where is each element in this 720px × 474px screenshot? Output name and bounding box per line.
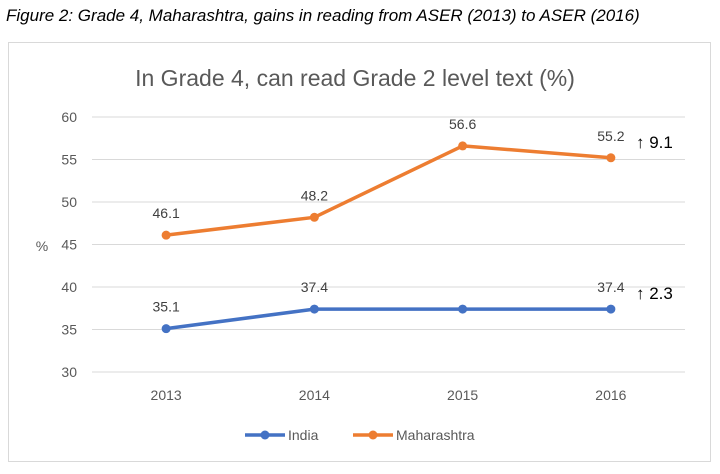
x-tick-label: 2014 bbox=[299, 387, 330, 403]
y-axis-label: % bbox=[36, 238, 48, 254]
y-tick-label: 40 bbox=[61, 279, 77, 295]
data-point bbox=[309, 212, 319, 222]
x-tick-label: 2015 bbox=[447, 387, 478, 403]
data-point bbox=[161, 230, 171, 240]
x-tick-label: 2013 bbox=[151, 387, 182, 403]
data-label: 55.2 bbox=[597, 128, 624, 144]
chart-title: In Grade 4, can read Grade 2 level text … bbox=[135, 65, 575, 91]
data-point bbox=[606, 304, 616, 314]
figure-caption: Figure 2: Grade 4, Maharashtra, gains in… bbox=[6, 6, 640, 25]
y-tick-label: 60 bbox=[61, 109, 77, 125]
data-point bbox=[309, 304, 319, 314]
legend-marker bbox=[368, 430, 378, 440]
legend: India Maharashtra bbox=[245, 427, 475, 443]
series-lines bbox=[161, 141, 616, 334]
data-label: 56.6 bbox=[449, 116, 476, 132]
legend-marker bbox=[260, 430, 270, 440]
change-annotation: ↑ 9.1 bbox=[636, 133, 673, 152]
data-point bbox=[606, 153, 616, 163]
data-point bbox=[161, 324, 171, 334]
y-tick-label: 55 bbox=[61, 152, 77, 168]
change-annotation: ↑ 2.3 bbox=[636, 284, 673, 303]
chart-frame bbox=[8, 42, 711, 462]
series-line bbox=[164, 307, 613, 331]
data-labels: 35.1 37.4 37.4 46.1 48.2 56.6 55.2 bbox=[153, 116, 625, 315]
x-tick-label: 2016 bbox=[595, 387, 626, 403]
data-label: 37.4 bbox=[597, 279, 624, 295]
data-point bbox=[458, 141, 468, 151]
data-label: 48.2 bbox=[301, 187, 328, 203]
y-tick-label: 45 bbox=[61, 237, 77, 253]
y-tick-label: 30 bbox=[61, 364, 77, 380]
x-axis-ticks: 2013 2014 2015 2016 bbox=[151, 387, 627, 403]
legend-label: Maharashtra bbox=[396, 427, 475, 443]
data-label: 46.1 bbox=[153, 205, 180, 221]
y-tick-label: 35 bbox=[61, 322, 77, 338]
data-label: 37.4 bbox=[301, 279, 328, 295]
series-line bbox=[164, 144, 613, 237]
y-tick-label: 50 bbox=[61, 194, 77, 210]
gridlines bbox=[92, 116, 685, 373]
annotations: ↑ 9.1 ↑ 2.3 bbox=[636, 133, 673, 303]
data-label: 35.1 bbox=[153, 299, 180, 315]
y-axis-ticks: 30 35 40 45 50 55 60 bbox=[61, 109, 77, 380]
data-point bbox=[458, 304, 468, 314]
legend-label: India bbox=[288, 427, 319, 443]
